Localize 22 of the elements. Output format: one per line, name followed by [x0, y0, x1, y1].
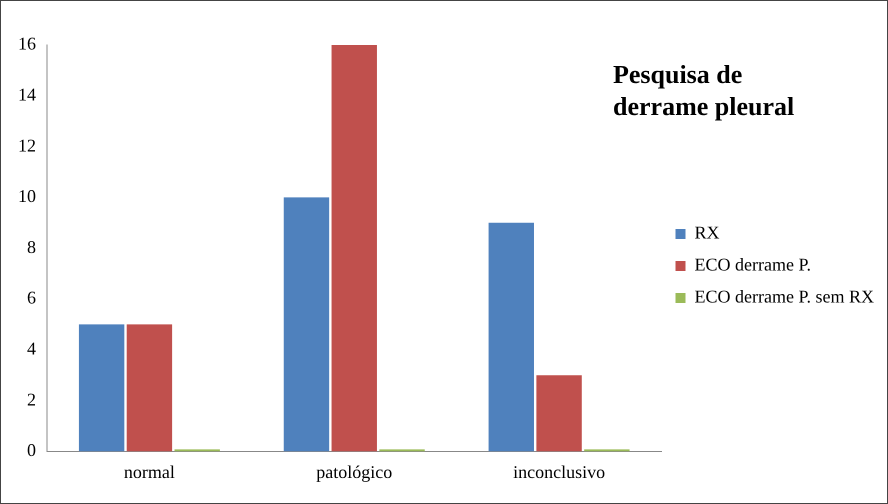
bar [284, 197, 330, 452]
y-tick-label: 0 [27, 440, 36, 460]
x-tick-label: patológico [316, 462, 392, 482]
bar [488, 222, 534, 452]
x-tick-label: normal [124, 462, 175, 482]
y-tick-label: 4 [27, 338, 36, 359]
y-tick-label: 12 [18, 135, 36, 156]
legend-label: RX [694, 222, 720, 243]
legend-label: ECO derrame P. [694, 254, 811, 275]
y-tick-label: 2 [27, 389, 36, 410]
x-tick-label: inconclusivo [513, 462, 606, 482]
y-tick-label: 14 [18, 84, 36, 105]
legend-label: ECO derrame P. sem RX [694, 286, 874, 307]
bar [126, 324, 172, 452]
y-tick-label: 8 [27, 236, 36, 257]
y-tick-label: 6 [27, 288, 36, 308]
y-tick-label: 16 [18, 34, 36, 54]
y-tick-label: 10 [18, 186, 36, 206]
bar [78, 324, 124, 452]
bar [332, 45, 377, 452]
text: Pesquisa de derrame pleural [613, 59, 796, 123]
bar [536, 375, 582, 452]
